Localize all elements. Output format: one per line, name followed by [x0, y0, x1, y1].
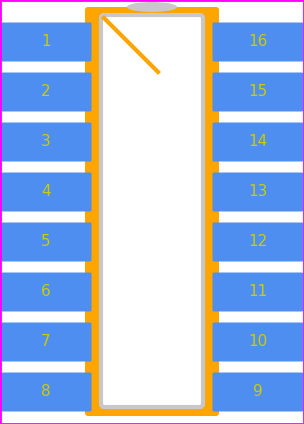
Text: 15: 15	[248, 84, 268, 100]
FancyBboxPatch shape	[212, 123, 303, 162]
FancyBboxPatch shape	[1, 323, 92, 362]
FancyBboxPatch shape	[212, 373, 303, 412]
FancyBboxPatch shape	[1, 73, 92, 112]
Text: 13: 13	[248, 184, 268, 200]
Text: 6: 6	[41, 285, 51, 299]
FancyBboxPatch shape	[212, 173, 303, 212]
FancyBboxPatch shape	[101, 15, 203, 407]
FancyBboxPatch shape	[212, 22, 303, 61]
Text: 8: 8	[41, 385, 51, 399]
FancyBboxPatch shape	[1, 173, 92, 212]
FancyBboxPatch shape	[212, 323, 303, 362]
Text: 1: 1	[41, 34, 51, 50]
FancyBboxPatch shape	[212, 73, 303, 112]
Text: 2: 2	[41, 84, 51, 100]
Text: 7: 7	[41, 335, 51, 349]
Text: 3: 3	[41, 134, 51, 150]
FancyBboxPatch shape	[1, 22, 92, 61]
FancyBboxPatch shape	[212, 273, 303, 312]
Text: 5: 5	[41, 234, 51, 249]
FancyBboxPatch shape	[1, 123, 92, 162]
Text: 16: 16	[248, 34, 268, 50]
Ellipse shape	[127, 2, 177, 12]
Text: 9: 9	[253, 385, 263, 399]
FancyBboxPatch shape	[1, 273, 92, 312]
FancyBboxPatch shape	[85, 7, 219, 416]
Text: 12: 12	[248, 234, 268, 249]
FancyBboxPatch shape	[212, 223, 303, 262]
Text: 4: 4	[41, 184, 51, 200]
Text: 11: 11	[248, 285, 268, 299]
Text: 14: 14	[248, 134, 268, 150]
Text: 10: 10	[248, 335, 268, 349]
FancyBboxPatch shape	[1, 223, 92, 262]
FancyBboxPatch shape	[1, 373, 92, 412]
